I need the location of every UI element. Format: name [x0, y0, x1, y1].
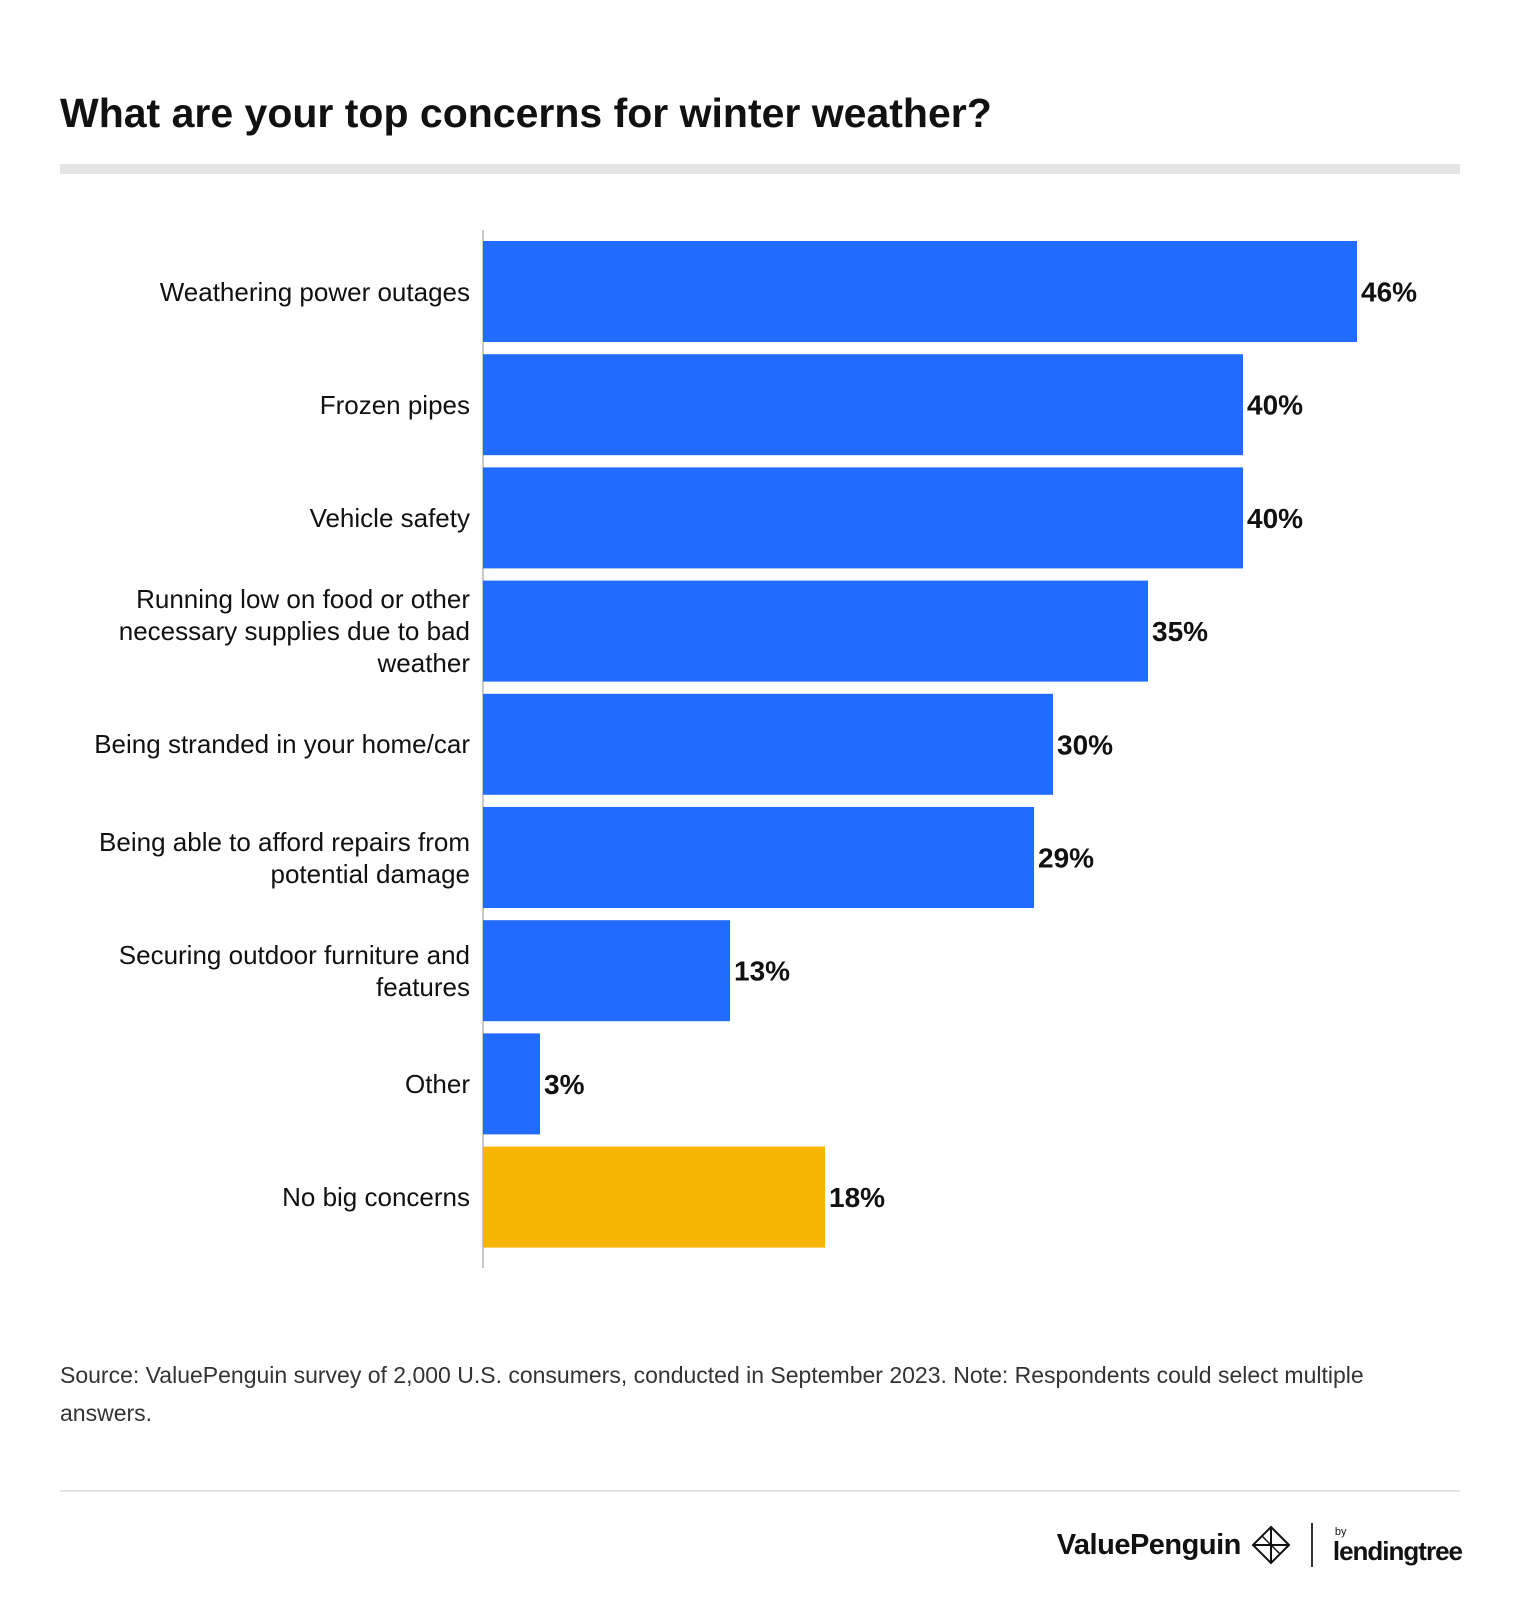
bar: [483, 354, 1243, 456]
bar-value-label: 18%: [829, 1182, 885, 1213]
bar-value-label: 3%: [544, 1069, 585, 1100]
bar: [483, 467, 1243, 569]
footer-divider: [60, 1490, 1460, 1492]
chart-title: What are your top concerns for winter we…: [60, 90, 992, 136]
valuepenguin-logo: ValuePenguin: [1056, 1528, 1242, 1561]
bar-value-label: 35%: [1152, 616, 1208, 647]
source-note: Source: ValuePenguin survey of 2,000 U.S…: [60, 1362, 1364, 1426]
category-label: No big concerns: [282, 1182, 470, 1213]
category-label: Weathering power outages: [159, 276, 470, 307]
bar-value-label: 40%: [1247, 503, 1303, 534]
lendingtree-by: by: [1334, 1525, 1347, 1538]
category-label: Vehicle safety: [309, 502, 470, 533]
category-label: Other: [404, 1068, 470, 1099]
category-label: Running low on food or other necessary s…: [118, 584, 470, 679]
bar: [483, 580, 1148, 682]
bar-value-label: 29%: [1038, 843, 1094, 874]
title-divider: [60, 164, 1460, 174]
bar: [483, 1146, 825, 1248]
bar: [483, 920, 730, 1022]
bar-chart: 46% 40% 40% 35% 30% 29% 13% 3% 18%: [482, 230, 1417, 1268]
category-label: Being stranded in your home/car: [94, 729, 470, 760]
category-label: Frozen pipes: [319, 389, 470, 420]
bar: [483, 807, 1034, 908]
bar: [483, 241, 1357, 342]
bar-value-label: 13%: [734, 956, 790, 987]
bars-group: 46% 40% 40% 35% 30% 29% 13% 3% 18%: [483, 241, 1417, 1248]
bar: [483, 693, 1053, 795]
lendingtree-wordmark: lendingtree: [1332, 1535, 1463, 1566]
valuepenguin-icon: [1251, 1525, 1291, 1565]
category-label: Securing outdoor furniture and features: [118, 939, 470, 1002]
bar-value-label: 30%: [1057, 729, 1113, 760]
bar-value-label: 40%: [1247, 390, 1303, 421]
logo-divider: [1310, 1523, 1313, 1567]
lendingtree-logo: by lendingtree: [1332, 1525, 1463, 1566]
bar-value-label: 46%: [1361, 277, 1417, 308]
bar: [483, 1033, 540, 1135]
category-label: Being able to afford repairs from potent…: [99, 826, 470, 889]
brand-logos: ValuePenguin by lendingtree: [1056, 1520, 1463, 1570]
